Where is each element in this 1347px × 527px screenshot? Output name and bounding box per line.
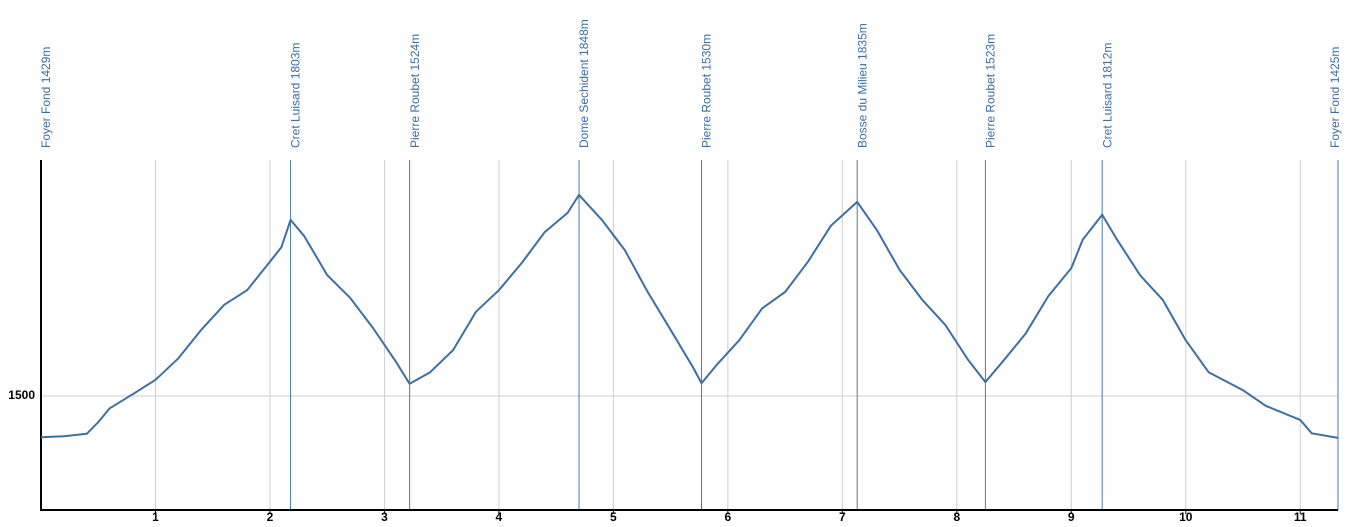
- x-tick-label: 8: [953, 510, 960, 524]
- profile-line: [40, 193, 1339, 439]
- y-tick-label: 1500: [8, 388, 35, 402]
- x-tick-label: 10: [1179, 510, 1193, 524]
- waypoint-label: Cret Luisard 1803m: [289, 43, 303, 148]
- waypoint-label: Dome Sechident 1848m: [577, 19, 591, 148]
- waypoint-label: Foyer Fond 1429m: [39, 47, 53, 148]
- x-tick-label: 6: [725, 510, 732, 524]
- x-tick-label: 11: [1294, 510, 1307, 524]
- x-tick-label: 7: [839, 510, 846, 524]
- x-tick-label: 1: [152, 510, 159, 524]
- x-tick-label: 2: [267, 510, 274, 524]
- x-tick-label: 5: [610, 510, 617, 524]
- x-tick-label: 3: [381, 510, 388, 524]
- waypoint-label: Pierre Roubet 1524m: [408, 34, 422, 148]
- x-tick-label: 9: [1068, 510, 1075, 524]
- waypoint-label: Bosse du Milieu 1835m: [855, 23, 869, 148]
- waypoint-label: Cret Luisard 1812m: [1100, 43, 1114, 148]
- waypoint-label: Foyer Fond 1425m: [1328, 47, 1342, 148]
- waypoint-label: Pierre Roubet 1523m: [984, 34, 998, 148]
- waypoint-label: Pierre Roubet 1530m: [700, 34, 714, 148]
- x-tick-label: 4: [496, 510, 503, 524]
